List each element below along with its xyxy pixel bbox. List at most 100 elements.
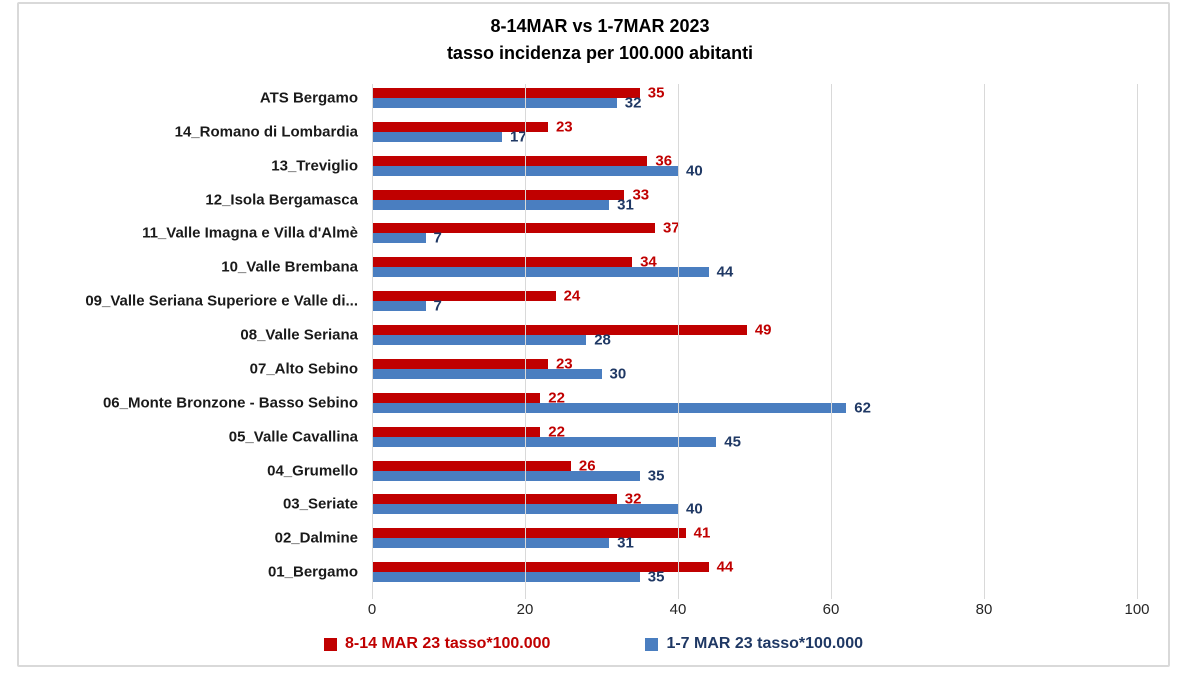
- bar-series1: 34: [372, 255, 657, 270]
- gridline: [372, 84, 373, 592]
- legend: 8-14 MAR 23 tasso*100.000 1-7 MAR 23 tas…: [17, 631, 1170, 657]
- bar-series2: 31: [372, 536, 634, 551]
- data-label-series1: 49: [754, 321, 772, 339]
- bar-series2: 35: [372, 570, 664, 585]
- chart-row: 02_Dalmine 41 31: [275, 524, 1137, 558]
- data-label-series2: 40: [686, 500, 703, 518]
- bar-series1: 32: [372, 492, 641, 507]
- category-label: 09_Valle Seriana Superiore e Valle di...: [85, 292, 358, 310]
- gridline: [678, 84, 679, 592]
- bar-series1: 37: [372, 221, 680, 236]
- data-label-series2: 30: [609, 365, 627, 383]
- category-label: 14_Romano di Lombardia: [174, 123, 358, 141]
- category-label: 05_Valle Cavallina: [228, 428, 358, 446]
- data-label-series1: 36: [655, 152, 673, 170]
- bar-series2: 17: [372, 129, 527, 144]
- chart-rows: ATS Bergamo 35 32 14_Romano di Lombardia 23 1…: [85, 84, 1137, 592]
- data-label-series1: 37: [663, 219, 680, 237]
- data-label-series2: 35: [647, 467, 665, 485]
- axis-tick-mark: [525, 592, 526, 599]
- data-label-series1: 41: [693, 524, 711, 542]
- data-label-series1: 22: [548, 423, 565, 441]
- gridline: [1137, 84, 1138, 592]
- bar-series1: 35: [372, 86, 664, 101]
- data-label-series2: 40: [686, 162, 703, 180]
- gridline: [525, 84, 526, 592]
- legend-swatch-blue-icon: [645, 637, 659, 651]
- bar-series2: 31: [372, 197, 634, 212]
- axis-tick-mark: [372, 592, 373, 599]
- chart-row: 08_Valle Seriana 49 28: [240, 321, 1137, 355]
- bar-series1: 24: [372, 289, 580, 304]
- axis-tick-label: 0: [367, 601, 377, 618]
- category-label: 02_Dalmine: [274, 529, 358, 547]
- bar-series1: 22: [372, 424, 565, 439]
- legend-item-series1: 8-14 MAR 23 tasso*100.000: [323, 635, 551, 653]
- chart-row: 06_Monte Bronzone - Basso Sebino 22 62: [103, 389, 1137, 423]
- gridline: [831, 84, 832, 592]
- data-label-series2: 31: [617, 534, 634, 552]
- bar-series1: 23: [372, 119, 573, 134]
- data-label-series1: 34: [640, 253, 657, 271]
- data-label-series1: 33: [632, 186, 650, 204]
- legend-label-series1: 8-14 MAR 23 tasso*100.000: [344, 635, 551, 652]
- chart-row: 14_Romano di Lombardia 23 17: [175, 118, 1137, 152]
- data-label-series2: 35: [647, 568, 665, 586]
- bar-series2: 28: [372, 333, 611, 348]
- data-label-series1: 26: [578, 457, 596, 475]
- bar-series1: 41: [372, 526, 710, 541]
- chart-row: 01_Bergamo 44 35: [268, 558, 1137, 592]
- data-label-series2: 44: [716, 263, 734, 281]
- category-label: 04_Grumello: [267, 462, 358, 480]
- data-label-series1: 23: [555, 118, 573, 136]
- chart-row: 10_Valle Brembana 34 44: [221, 253, 1137, 287]
- bar-series2: 44: [372, 265, 733, 280]
- plot-area: ATS Bergamo 35 32 14_Romano di Lombardia 23 1…: [85, 84, 1138, 599]
- category-label: 12_Isola Bergamasca: [205, 191, 358, 209]
- legend-label-series2: 1-7 MAR 23 tasso*100.000: [666, 635, 863, 652]
- chart-title-line1: 8-14MAR vs 1-7MAR 2023: [490, 16, 710, 36]
- chart-title-line2: tasso incidenza per 100.000 abitanti: [446, 43, 754, 63]
- axis-tick-mark: [831, 592, 832, 599]
- bar-series1: 44: [372, 560, 733, 575]
- chart-row: 11_Valle Imagna e Villa d'Almè 37 7: [142, 219, 1137, 253]
- data-label-series1: 24: [563, 287, 581, 305]
- chart-row: 13_Treviglio 36 40: [271, 152, 1137, 186]
- bar-series1: 36: [372, 153, 672, 168]
- axis-tick-mark: [1137, 592, 1138, 599]
- bar-series2: 7: [372, 231, 442, 246]
- data-label-series2: 62: [854, 399, 871, 417]
- bar-series1: 22: [372, 390, 565, 405]
- data-label-series1: 22: [548, 389, 565, 407]
- gridline: [984, 84, 985, 592]
- data-label-series2: 45: [724, 433, 741, 451]
- data-label-series2: 31: [617, 196, 634, 214]
- bar-series1: 49: [372, 323, 772, 338]
- legend-swatch-red-icon: [323, 637, 337, 651]
- data-label-series2: 17: [510, 128, 527, 146]
- axis-tick-label: 40: [669, 601, 687, 618]
- legend-item-series2: 1-7 MAR 23 tasso*100.000: [645, 635, 863, 653]
- data-label-series1: 35: [647, 84, 665, 102]
- axis-tick-label: 20: [516, 601, 534, 618]
- bar-series2: 30: [372, 366, 626, 381]
- category-label: 13_Treviglio: [271, 157, 358, 175]
- bar-series2: 35: [372, 468, 664, 483]
- category-label: 01_Bergamo: [267, 563, 358, 581]
- axis-tick-mark: [984, 592, 985, 599]
- data-label-series2: 28: [594, 331, 611, 349]
- bar-series2: 7: [372, 299, 442, 314]
- chart-row: 04_Grumello 26 35: [267, 457, 1137, 491]
- category-label: 06_Monte Bronzone - Basso Sebino: [102, 394, 358, 412]
- chart-row: ATS Bergamo 35 32: [260, 84, 1137, 118]
- x-axis: 0 20 40 60 80 100: [368, 601, 1150, 623]
- category-label: ATS Bergamo: [259, 89, 358, 107]
- category-label: 11_Valle Imagna e Villa d'Almè: [142, 224, 358, 242]
- category-label: 10_Valle Brembana: [221, 258, 358, 276]
- bar-series2: 62: [372, 400, 871, 415]
- bar-series2: 32: [372, 96, 641, 111]
- chart-row: 07_Alto Sebino 23 30: [250, 355, 1137, 389]
- chart-row: 03_Seriate 32 40: [283, 490, 1137, 524]
- bar-series2: 45: [372, 434, 741, 449]
